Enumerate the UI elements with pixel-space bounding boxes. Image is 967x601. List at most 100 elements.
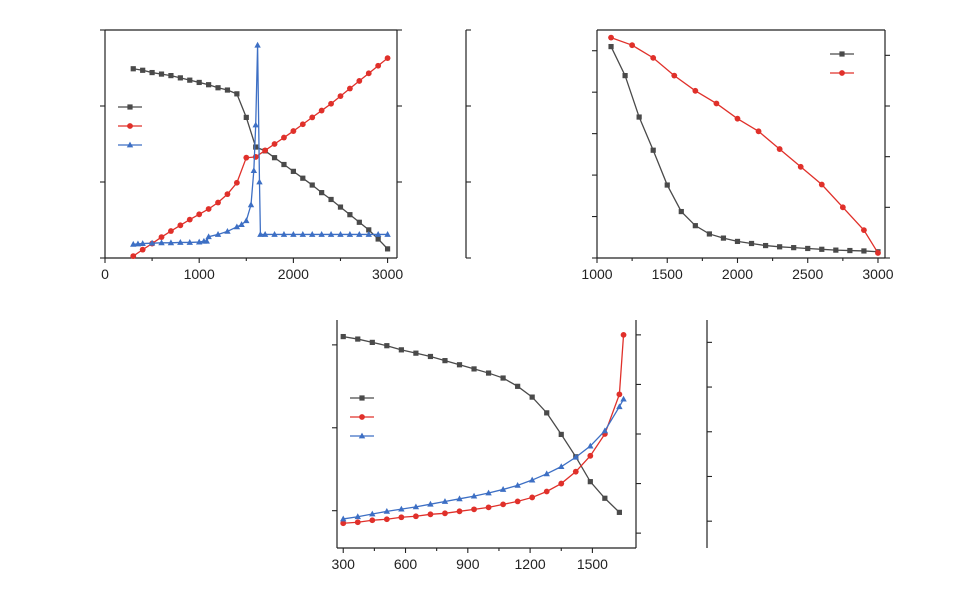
data-point-μ <box>442 510 448 517</box>
data-point-Cp <box>299 231 307 237</box>
data-point-ρ <box>337 204 344 210</box>
data-point-κ <box>243 154 250 161</box>
data-point-E <box>471 366 477 372</box>
panel-a: 0 1000 2000 3000 <box>100 29 471 282</box>
data-point-Cp <box>290 231 297 237</box>
data-point-ρ <box>187 77 193 83</box>
data-point-E <box>515 383 521 389</box>
data-point-ρ <box>300 175 306 181</box>
x-tick-label: 1200 <box>515 556 546 572</box>
data-point-κ <box>337 93 344 100</box>
data-point-θ <box>587 442 594 449</box>
data-point-μ <box>471 506 477 513</box>
data-point-ρ <box>384 246 391 252</box>
data-point-Cp <box>309 231 316 237</box>
data-point-Cp <box>280 231 288 237</box>
data-point-θ <box>543 470 550 477</box>
data-point-μ <box>500 501 507 508</box>
series-line-ρ <box>133 68 389 250</box>
data-point-E <box>456 362 463 368</box>
data-point-μv <box>805 245 811 252</box>
data-point-κ <box>186 216 193 223</box>
data-point-σs <box>734 115 741 122</box>
data-point-μv <box>622 73 628 79</box>
data-point-θ <box>369 510 376 517</box>
data-point-μ <box>369 517 376 524</box>
data-point-μ <box>485 504 492 511</box>
data-point-Cp <box>250 167 258 173</box>
data-point-Cp <box>247 201 255 208</box>
data-point-κ <box>224 191 231 198</box>
data-point-Cp <box>271 231 278 237</box>
data-point-θ <box>340 515 347 522</box>
data-point-κ <box>215 199 221 206</box>
data-point-μv <box>734 238 741 245</box>
data-point-Cp <box>203 237 210 244</box>
data-point-θ <box>572 453 579 460</box>
data-point-μv <box>608 43 614 50</box>
data-point-Cp <box>130 240 137 247</box>
data-point-θ <box>499 486 507 492</box>
data-point-θ <box>427 500 434 507</box>
data-point-Cp <box>337 231 344 237</box>
data-point-Cp <box>257 231 264 237</box>
data-point-Cp <box>139 240 146 246</box>
data-point-θ <box>354 513 361 520</box>
data-point-μ <box>413 513 419 520</box>
data-point-ρ <box>356 219 362 225</box>
data-point-ρ <box>366 227 372 233</box>
data-point-ρ <box>243 114 249 120</box>
data-point-κ <box>328 100 334 107</box>
data-point-μ <box>340 520 347 527</box>
panel-c: 300 600 900 1200 1500 <box>332 320 712 572</box>
data-point-μv <box>720 235 727 241</box>
data-point-μv <box>791 245 797 251</box>
data-point-Cp <box>214 231 222 237</box>
data-point-ρ <box>177 75 183 81</box>
data-point-σs <box>776 146 783 152</box>
data-point-μv <box>762 242 769 249</box>
legend-marker <box>358 432 366 439</box>
data-point-Cp <box>167 239 175 246</box>
data-point-ρ <box>309 182 315 188</box>
data-point-E <box>340 333 346 340</box>
data-point-E <box>558 431 564 438</box>
data-point-Cp <box>205 233 212 240</box>
x-tick-label: 600 <box>394 556 418 572</box>
data-point-ρ <box>253 144 259 150</box>
data-point-σs <box>797 163 804 170</box>
data-point-μv <box>636 114 642 120</box>
data-point-ρ <box>328 196 334 203</box>
data-point-θ <box>398 505 405 512</box>
data-point-θ <box>383 507 391 514</box>
data-point-κ <box>271 141 278 147</box>
data-point-σs <box>671 72 678 79</box>
data-point-κ <box>384 55 391 62</box>
series-line-E <box>343 335 620 513</box>
data-point-θ <box>514 482 521 488</box>
data-point-μv <box>650 147 656 153</box>
data-point-Cp <box>134 240 142 247</box>
data-point-κ <box>318 107 325 114</box>
data-point-μ <box>572 468 579 475</box>
data-point-E <box>427 353 434 360</box>
data-point-E <box>384 343 390 349</box>
data-point-μv <box>819 246 825 252</box>
x-tick-label: 2000 <box>278 266 309 282</box>
legend-marker <box>839 70 845 76</box>
data-point-E <box>616 509 622 515</box>
data-point-μ <box>558 480 565 487</box>
data-point-ρ <box>375 236 381 242</box>
data-point-μv <box>847 247 853 254</box>
data-point-κ <box>168 228 174 234</box>
data-point-θ <box>412 503 420 510</box>
data-point-Cp <box>327 231 335 237</box>
data-point-ρ <box>347 212 353 218</box>
series-line-μ <box>343 334 625 524</box>
data-point-κ <box>375 62 382 69</box>
data-point-σs <box>861 227 867 234</box>
series-line-κ <box>132 57 388 257</box>
data-point-μv <box>861 248 867 254</box>
data-point-E <box>355 336 361 342</box>
